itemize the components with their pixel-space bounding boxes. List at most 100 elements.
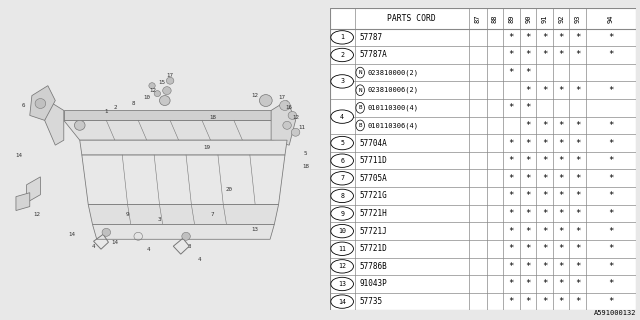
Text: *: * — [575, 174, 580, 183]
Text: *: * — [559, 51, 564, 60]
Text: 92: 92 — [558, 14, 564, 22]
Text: 6: 6 — [340, 158, 344, 164]
Text: *: * — [575, 33, 580, 42]
Text: *: * — [559, 86, 564, 95]
Ellipse shape — [356, 67, 364, 78]
Text: 13: 13 — [252, 227, 259, 232]
Text: 89: 89 — [508, 14, 515, 22]
Text: *: * — [525, 262, 531, 271]
Text: *: * — [575, 51, 580, 60]
Text: *: * — [542, 297, 547, 306]
Text: *: * — [525, 191, 531, 200]
Text: 010110300(4): 010110300(4) — [367, 105, 419, 111]
Text: *: * — [509, 103, 514, 112]
Text: *: * — [559, 262, 564, 271]
Text: 2: 2 — [113, 105, 116, 110]
Text: 19: 19 — [204, 145, 211, 150]
Text: *: * — [608, 139, 613, 148]
Text: *: * — [559, 191, 564, 200]
Circle shape — [182, 232, 190, 240]
Text: 1: 1 — [104, 109, 108, 114]
Polygon shape — [88, 204, 278, 224]
Ellipse shape — [331, 48, 353, 62]
Text: 57787A: 57787A — [359, 51, 387, 60]
Text: *: * — [525, 174, 531, 183]
Text: *: * — [525, 51, 531, 60]
Text: *: * — [542, 51, 547, 60]
Text: 14: 14 — [338, 299, 346, 305]
Text: PARTS CORD: PARTS CORD — [387, 14, 436, 23]
Text: *: * — [542, 86, 547, 95]
Text: 57704A: 57704A — [359, 139, 387, 148]
Text: *: * — [575, 139, 580, 148]
Ellipse shape — [331, 224, 353, 238]
Ellipse shape — [331, 207, 353, 220]
Text: *: * — [509, 191, 514, 200]
Ellipse shape — [331, 154, 353, 167]
Text: 14: 14 — [15, 153, 22, 157]
Circle shape — [35, 99, 45, 108]
Ellipse shape — [331, 172, 353, 185]
Text: *: * — [608, 174, 613, 183]
Text: 11: 11 — [338, 246, 346, 252]
Text: *: * — [509, 227, 514, 236]
Ellipse shape — [331, 31, 353, 44]
Circle shape — [154, 91, 161, 97]
Text: *: * — [608, 51, 613, 60]
Text: 10: 10 — [338, 228, 346, 234]
Text: 3: 3 — [188, 244, 191, 249]
Text: *: * — [608, 33, 613, 42]
Text: *: * — [509, 244, 514, 253]
Text: 4: 4 — [147, 247, 150, 252]
Text: *: * — [575, 191, 580, 200]
Text: 57711D: 57711D — [359, 156, 387, 165]
Text: 8: 8 — [131, 101, 134, 106]
Text: 94: 94 — [608, 14, 614, 22]
Text: *: * — [509, 262, 514, 271]
Text: 13: 13 — [338, 281, 346, 287]
Text: 57721H: 57721H — [359, 209, 387, 218]
Text: *: * — [559, 139, 564, 148]
Ellipse shape — [356, 120, 364, 131]
Text: 18: 18 — [303, 164, 310, 169]
Text: *: * — [575, 156, 580, 165]
Text: *: * — [525, 121, 531, 130]
Text: *: * — [608, 297, 613, 306]
Circle shape — [291, 128, 300, 136]
Ellipse shape — [331, 277, 353, 291]
Text: 12: 12 — [150, 88, 157, 93]
Text: *: * — [525, 139, 531, 148]
Text: *: * — [525, 244, 531, 253]
Text: *: * — [575, 86, 580, 95]
Ellipse shape — [331, 110, 353, 123]
Text: *: * — [608, 209, 613, 218]
Circle shape — [283, 121, 291, 129]
Text: 17: 17 — [166, 73, 173, 78]
Text: 6: 6 — [22, 103, 25, 108]
Text: *: * — [559, 209, 564, 218]
Text: *: * — [525, 297, 531, 306]
Text: *: * — [509, 297, 514, 306]
Polygon shape — [16, 193, 30, 211]
Text: *: * — [509, 33, 514, 42]
Text: B: B — [358, 105, 362, 110]
Circle shape — [102, 228, 111, 236]
Polygon shape — [27, 177, 40, 203]
Text: 9: 9 — [126, 212, 129, 217]
Circle shape — [259, 95, 272, 107]
Text: 87: 87 — [475, 14, 481, 22]
Text: *: * — [509, 174, 514, 183]
Text: 57721J: 57721J — [359, 227, 387, 236]
Text: 12: 12 — [252, 93, 259, 98]
Text: *: * — [575, 227, 580, 236]
Text: *: * — [559, 33, 564, 42]
Polygon shape — [45, 100, 64, 145]
Ellipse shape — [331, 242, 353, 255]
Text: *: * — [608, 156, 613, 165]
Text: 11: 11 — [298, 125, 305, 130]
Text: *: * — [542, 174, 547, 183]
Text: 5: 5 — [340, 140, 344, 146]
Text: *: * — [559, 174, 564, 183]
Text: 7: 7 — [340, 175, 344, 181]
Text: 9: 9 — [340, 211, 344, 217]
